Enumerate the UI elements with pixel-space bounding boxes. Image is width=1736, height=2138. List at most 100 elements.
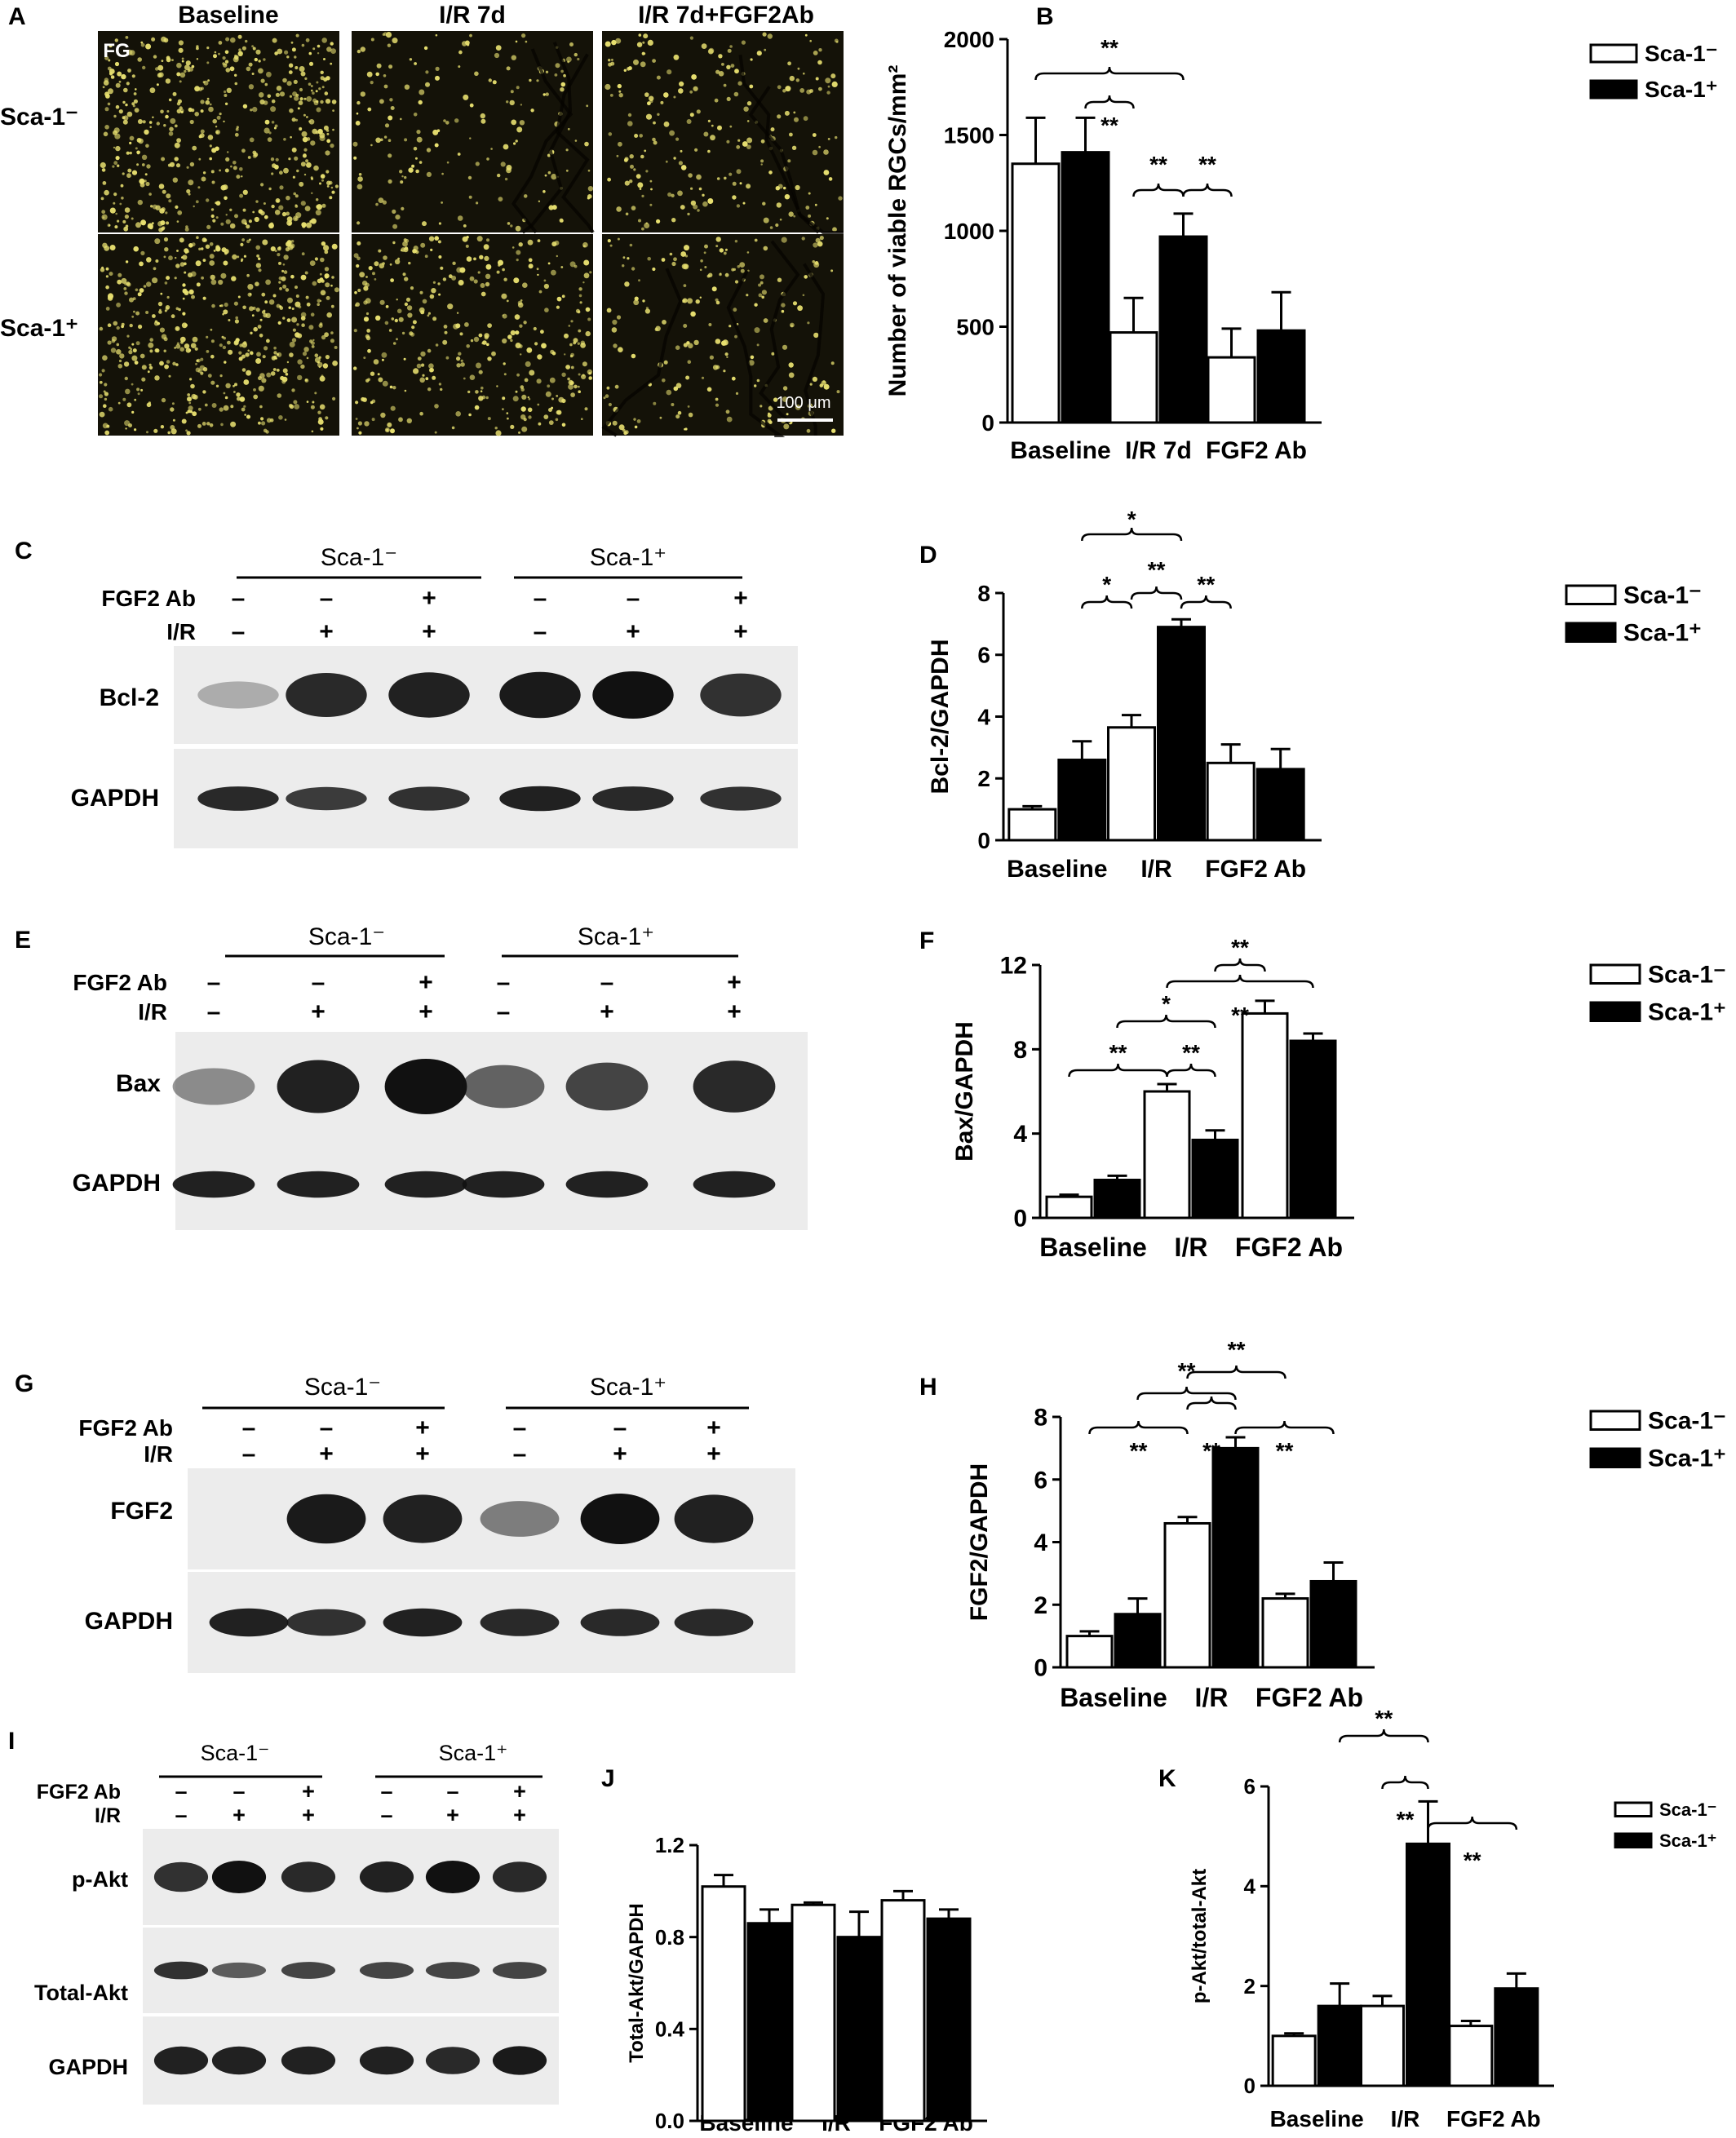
- labeled-cell-dot: [165, 78, 171, 84]
- labeled-cell-dot: [542, 93, 546, 96]
- labeled-cell-dot: [237, 34, 242, 39]
- labeled-cell-dot: [715, 397, 719, 401]
- labeled-cell-dot: [300, 312, 307, 318]
- labeled-cell-dot: [704, 244, 708, 249]
- labeled-cell-dot: [802, 294, 805, 297]
- labeled-cell-dot: [224, 196, 228, 201]
- labeled-cell-dot: [380, 412, 386, 418]
- labeled-cell-dot: [241, 238, 245, 241]
- labeled-cell-dot: [154, 320, 158, 323]
- labeled-cell-dot: [684, 263, 689, 269]
- labeled-cell-dot: [102, 86, 105, 89]
- labeled-cell-dot: [146, 281, 152, 287]
- labeled-cell-dot: [645, 113, 653, 120]
- labeled-cell-dot: [708, 47, 715, 54]
- labeled-cell-dot: [140, 250, 145, 255]
- labeled-cell-dot: [126, 151, 130, 155]
- labeled-cell-dot: [266, 71, 272, 77]
- labeled-cell-dot: [358, 173, 362, 176]
- blood-vessel-shadow: [759, 240, 800, 425]
- labeled-cell-dot: [210, 339, 215, 343]
- y-tick-label: 4: [977, 704, 990, 729]
- labeled-cell-dot: [186, 188, 191, 194]
- labeled-cell-dot: [116, 302, 122, 308]
- labeled-cell-dot: [264, 127, 270, 134]
- labeled-cell-dot: [163, 255, 166, 259]
- labeled-cell-dot: [435, 66, 440, 71]
- labeled-cell-dot: [689, 36, 694, 40]
- labeled-cell-dot: [234, 214, 238, 219]
- labeled-cell-dot: [483, 244, 489, 250]
- labeled-cell-dot: [188, 179, 194, 186]
- labeled-cell-dot: [278, 415, 283, 420]
- labeled-cell-dot: [164, 309, 167, 312]
- legend: Sca-1⁻Sca-1⁺: [1614, 1799, 1716, 1851]
- labeled-cell-dot: [588, 372, 591, 375]
- labeled-cell-dot: [113, 146, 116, 149]
- labeled-cell-dot: [166, 295, 170, 299]
- labeled-cell-dot: [135, 88, 137, 91]
- labeled-cell-dot: [803, 116, 808, 122]
- labeled-cell-dot: [109, 245, 116, 250]
- labeled-cell-dot: [206, 46, 210, 50]
- labeled-cell-dot: [279, 287, 282, 290]
- protein-band: [693, 1060, 776, 1113]
- labeled-cell-dot: [331, 100, 337, 104]
- col-header: I/R 7d+FGF2Ab: [638, 2, 814, 29]
- group-label: Sca-1⁺: [590, 544, 666, 571]
- labeled-cell-dot: [565, 169, 569, 172]
- labeled-cell-dot: [210, 380, 215, 385]
- labeled-cell-dot: [624, 281, 630, 287]
- labeled-cell-dot: [391, 317, 395, 321]
- labeled-cell-dot: [817, 60, 822, 65]
- labeled-cell-dot: [526, 347, 533, 353]
- labeled-cell-dot: [317, 299, 321, 303]
- labeled-cell-dot: [441, 201, 443, 204]
- labeled-cell-dot: [294, 286, 298, 290]
- labeled-cell-dot: [310, 218, 317, 224]
- labeled-cell-dot: [540, 330, 544, 334]
- labeled-cell-dot: [427, 387, 432, 392]
- labeled-cell-dot: [321, 279, 325, 283]
- labeled-cell-dot: [704, 266, 707, 268]
- bar: [1107, 726, 1156, 842]
- labeled-cell-dot: [607, 239, 611, 243]
- labeled-cell-dot: [133, 310, 135, 313]
- labeled-cell-dot: [326, 180, 331, 186]
- labeled-cell-dot: [117, 71, 122, 77]
- labeled-cell-dot: [807, 321, 810, 325]
- protein-band: [197, 681, 279, 709]
- labeled-cell-dot: [652, 137, 656, 142]
- labeled-cell-dot: [224, 302, 228, 308]
- labeled-cell-dot: [186, 166, 189, 169]
- labeled-cell-dot: [187, 396, 192, 402]
- labeled-cell-dot: [688, 343, 693, 349]
- labeled-cell-dot: [171, 59, 174, 61]
- labeled-cell-dot: [771, 352, 775, 356]
- labeled-cell-dot: [135, 147, 138, 150]
- labeled-cell-dot: [321, 374, 324, 378]
- labeled-cell-dot: [618, 347, 623, 353]
- labeled-cell-dot: [604, 83, 611, 91]
- labeled-cell-dot: [402, 241, 408, 247]
- labeled-cell-dot: [308, 82, 312, 86]
- treatment-sign: –: [446, 1779, 458, 1804]
- labeled-cell-dot: [656, 75, 661, 80]
- labeled-cell-dot: [149, 338, 153, 342]
- labeled-cell-dot: [170, 314, 175, 319]
- significance-label: *: [1102, 572, 1111, 597]
- labeled-cell-dot: [636, 42, 643, 47]
- labeled-cell-dot: [729, 125, 733, 128]
- labeled-cell-dot: [538, 290, 542, 294]
- labeled-cell-dot: [252, 150, 257, 155]
- labeled-cell-dot: [370, 144, 373, 147]
- significance-label: *: [1127, 507, 1136, 532]
- labeled-cell-dot: [201, 247, 204, 250]
- labeled-cell-dot: [503, 144, 509, 150]
- labeled-cell-dot: [188, 193, 191, 196]
- bar: [746, 1922, 792, 2123]
- labeled-cell-dot: [278, 205, 284, 210]
- labeled-cell-dot: [797, 305, 803, 312]
- labeled-cell-dot: [135, 288, 139, 292]
- labeled-cell-dot: [631, 353, 636, 359]
